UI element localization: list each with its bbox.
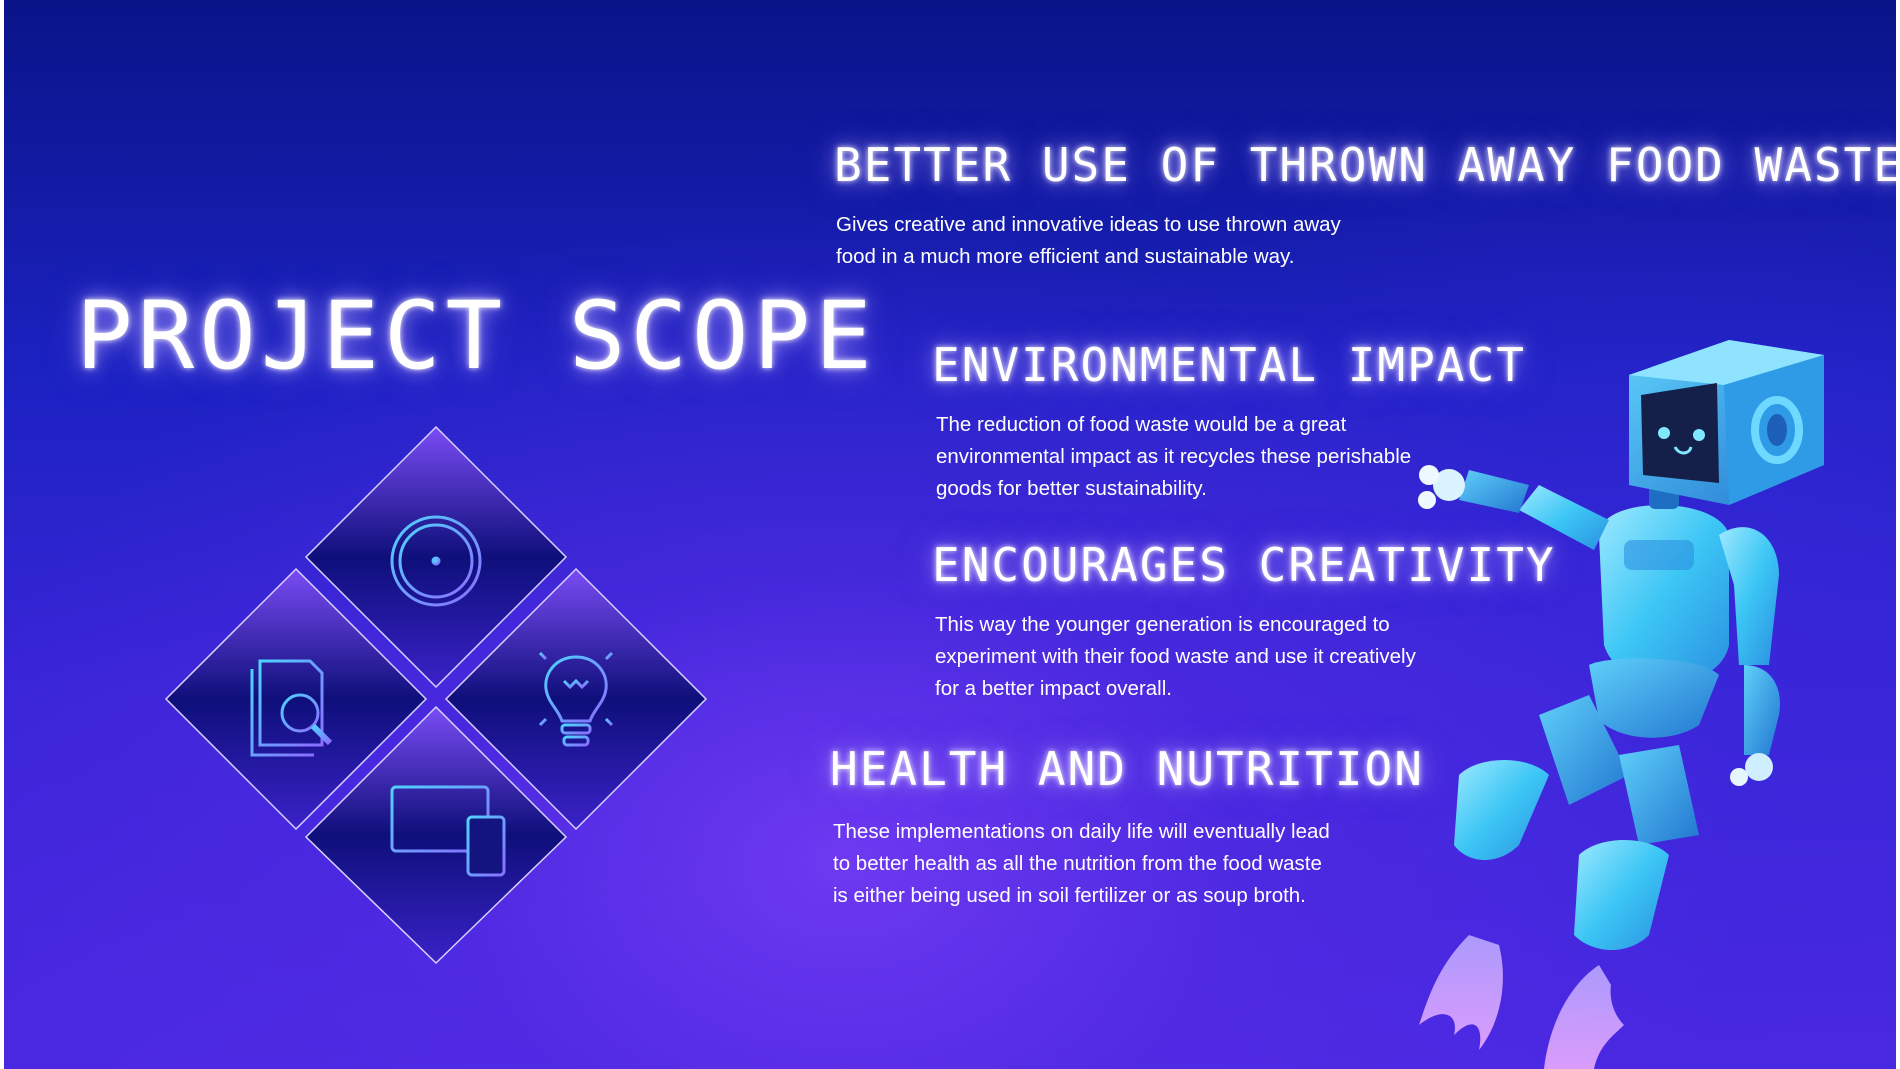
robot-illustration [1399,335,1869,1069]
document-search-icon [250,659,333,757]
body-line: The reduction of food waste would be a g… [936,413,1347,436]
section-body-environmental: The reduction of food waste would be a g… [936,409,1411,505]
section-body-creativity: This way the younger generation is encou… [935,609,1416,705]
diamond-bottom [304,705,568,965]
body-line: for a better impact overall. [935,677,1172,700]
devices-icon [390,785,506,877]
lightbulb-icon [526,651,626,747]
body-line: These implementations on daily life will… [833,820,1330,843]
section-body-health: These implementations on daily life will… [833,816,1330,912]
page-title: PROJECT SCOPE [76,282,877,391]
body-line: experiment with their food waste and use… [935,645,1416,668]
body-line: is either being used in soil fertilizer … [833,884,1306,907]
body-line: This way the younger generation is encou… [935,613,1390,636]
section-heading-environmental: ENVIRONMENTAL IMPACT [932,338,1526,392]
section-heading-health: HEALTH AND NUTRITION [830,742,1424,796]
section-heading-creativity: ENCOURAGES CREATIVITY [932,538,1556,592]
diamond-left [164,567,428,831]
clock-icon [390,515,482,607]
body-line: to better health as all the nutrition fr… [833,852,1322,875]
icon-diamond-cluster [164,425,708,965]
slide: PROJECT SCOPE [4,0,1896,1069]
body-line: goods for better sustainability. [936,477,1207,500]
body-line: environmental impact as it recycles thes… [936,445,1412,468]
section-heading-food-waste: BETTER USE OF THROWN AWAY FOOD WASTE [834,138,1896,192]
body-line: Gives creative and innovative ideas to u… [836,213,1341,236]
diamond-right [444,567,708,831]
section-body-food-waste: Gives creative and innovative ideas to u… [836,209,1341,273]
body-line: food in a much more efficient and sustai… [836,245,1295,268]
